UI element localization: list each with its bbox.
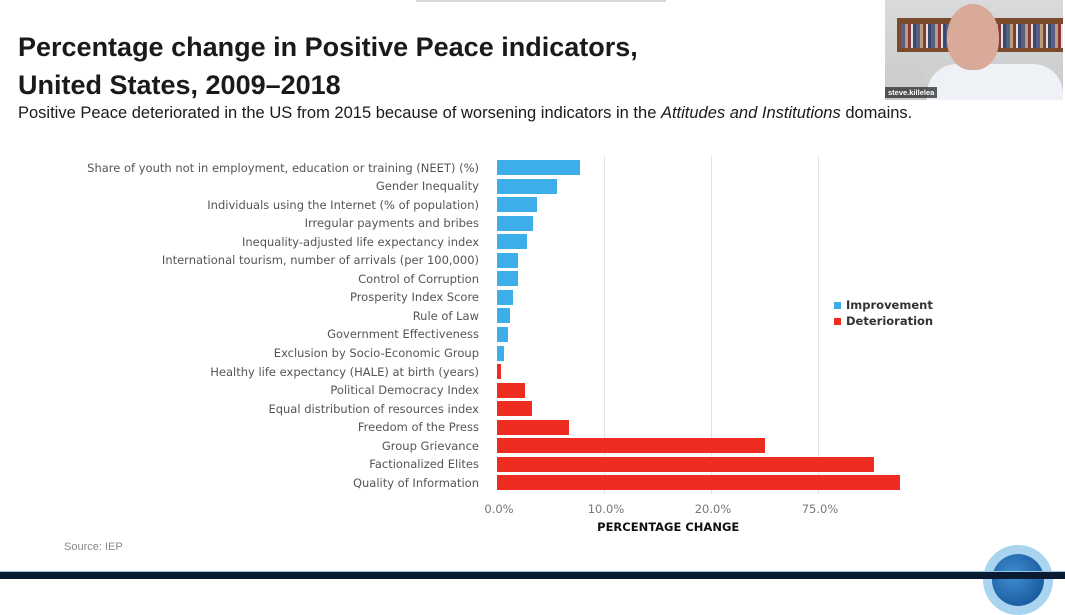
x-axis-title: PERCENTAGE CHANGE [597,519,740,534]
x-tick-label: 75.0% [801,501,839,516]
legend-swatch-deterioration [834,317,841,325]
bar-chart: Share of youth not in employment, educat… [0,140,1065,540]
gridline [711,156,712,494]
bar-deterioration [497,475,901,491]
legend-item-improvement: Improvement [834,297,933,313]
bar-deterioration [497,364,502,380]
bar-improvement [497,326,508,342]
bar-improvement [497,271,519,287]
category-label: Group Grievance [381,438,479,453]
subtitle: Positive Peace deteriorated in the US fr… [18,104,912,123]
category-label: Share of youth not in employment, educat… [87,160,479,175]
participant-head [947,4,999,70]
bar-deterioration [497,438,765,454]
category-label: Individuals using the Internet (% of pop… [207,197,479,212]
bar-improvement [497,308,510,324]
category-label: International tourism, number of arrival… [161,253,479,268]
subtitle-text-post: domains. [840,104,913,122]
x-tick-label: 10.0% [587,501,625,516]
bar-improvement [497,234,527,250]
legend-label: Deterioration [846,314,934,328]
category-label: Quality of Information [352,475,479,490]
bar-improvement [497,215,534,231]
bar-improvement [497,160,581,175]
category-label: Prosperity Index Score [349,290,479,305]
x-tick-label: 20.0% [694,501,732,516]
bottom-bar [0,571,1065,579]
category-label: Government Effectiveness [327,327,479,342]
chart-legend: Improvement Deterioration [834,297,933,329]
bar-deterioration [497,401,533,417]
participant-name-tag: steve.killelea [885,87,938,98]
category-label: Exclusion by Socio-Economic Group [273,346,479,360]
title-line-2: United States, 2009–2018 [18,70,341,100]
x-tick-label: 0.0% [484,501,514,516]
category-label: Control of Corruption [358,271,479,286]
title-line-1: Percentage change in Positive Peace indi… [18,32,638,62]
bar-improvement [497,289,514,305]
subtitle-emphasis: Attitudes and Institutions [660,104,841,122]
bar-deterioration [497,382,525,398]
bar-improvement [497,252,519,268]
category-label: Factionalized Elites [369,457,479,472]
page-title: Percentage change in Positive Peace indi… [18,28,638,104]
top-tab-indicator [416,0,666,2]
category-label: Political Democracy Index [330,383,479,398]
bar-improvement [497,178,557,194]
category-label: Irregular payments and bribes [304,216,479,231]
legend-item-deterioration: Deterioration [834,313,933,329]
category-label: Freedom of the Press [357,420,479,435]
legend-label: Improvement [846,298,933,312]
gridline [818,156,819,494]
bar-deterioration [497,419,569,435]
category-label: Inequality-adjusted life expectancy inde… [241,234,479,249]
category-label: Healthy life expectancy (HALE) at birth … [210,364,479,379]
category-label: Rule of Law [412,308,479,323]
bar-deterioration [497,456,874,472]
bar-improvement [497,345,505,361]
legend-swatch-improvement [834,301,841,309]
source-note: Source: IEP [64,541,123,553]
iep-globe-logo-icon [992,554,1044,606]
category-label: Gender Inequality [375,179,479,194]
gridline [604,156,605,494]
category-label: Equal distribution of resources index [268,401,479,416]
bar-improvement [497,197,537,213]
subtitle-text-pre: Positive Peace deteriorated in the US fr… [18,104,661,122]
video-thumbnail[interactable]: steve.killelea [885,0,1063,100]
participant-body [927,64,1063,100]
